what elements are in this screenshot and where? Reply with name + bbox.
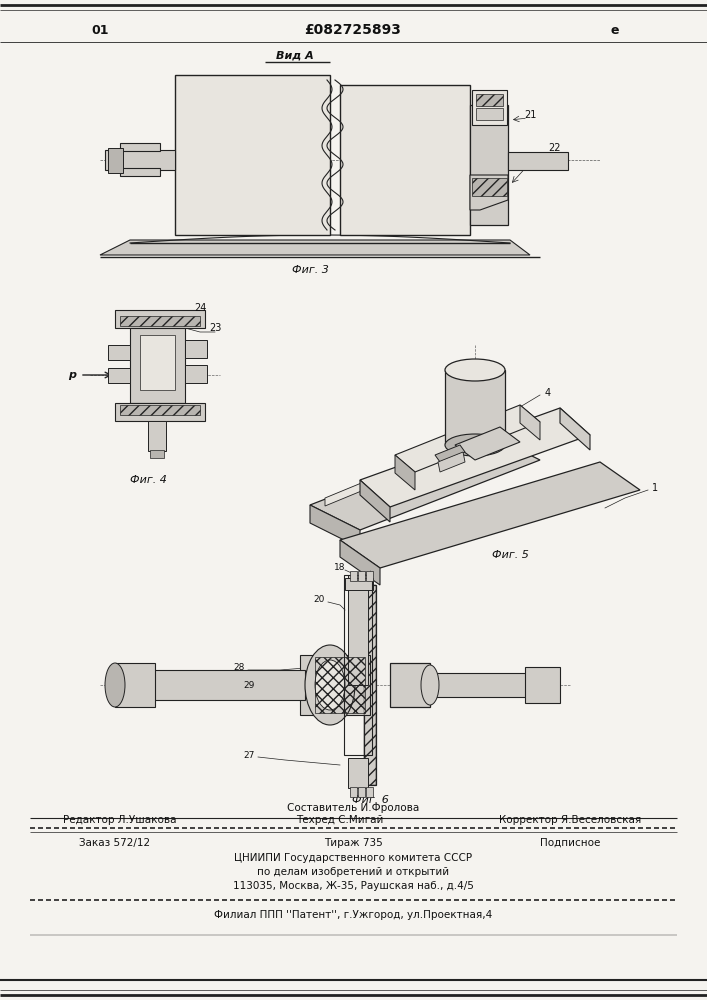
Polygon shape xyxy=(360,480,390,522)
Bar xyxy=(350,571,357,581)
Bar xyxy=(472,90,507,125)
Polygon shape xyxy=(100,240,530,255)
Ellipse shape xyxy=(421,665,439,705)
Bar xyxy=(148,421,166,451)
Polygon shape xyxy=(560,408,590,450)
Bar xyxy=(358,787,365,797)
Text: Фиг. 4: Фиг. 4 xyxy=(129,475,166,485)
Text: Заказ 572/12: Заказ 572/12 xyxy=(79,838,151,848)
Polygon shape xyxy=(340,462,640,568)
Bar xyxy=(108,368,130,383)
Polygon shape xyxy=(438,452,465,472)
Bar xyxy=(366,787,373,797)
Polygon shape xyxy=(310,435,540,530)
Polygon shape xyxy=(340,540,380,585)
Polygon shape xyxy=(395,455,415,490)
Bar xyxy=(105,150,175,170)
Bar xyxy=(300,655,370,715)
Ellipse shape xyxy=(305,645,355,725)
Text: Составитель И.Фролова: Составитель И.Фролова xyxy=(287,803,419,813)
Bar xyxy=(120,405,200,415)
Text: р: р xyxy=(68,370,76,380)
Bar xyxy=(140,335,175,390)
Bar xyxy=(348,758,368,788)
Bar xyxy=(185,365,207,383)
Text: Подписное: Подписное xyxy=(540,838,600,848)
Text: 29: 29 xyxy=(244,680,255,690)
Bar xyxy=(390,663,430,707)
Bar xyxy=(130,328,185,403)
Polygon shape xyxy=(395,405,540,472)
Text: 26: 26 xyxy=(406,457,418,467)
Bar xyxy=(185,340,207,358)
Bar xyxy=(364,585,376,785)
Bar xyxy=(348,575,368,685)
Ellipse shape xyxy=(315,660,345,710)
Bar xyxy=(344,575,372,755)
Text: Фиг. 5: Фиг. 5 xyxy=(491,550,528,560)
Bar xyxy=(120,316,200,326)
Text: 22: 22 xyxy=(549,143,561,153)
Text: Вид А: Вид А xyxy=(276,51,314,61)
Bar xyxy=(115,403,205,421)
Bar xyxy=(108,345,130,360)
Bar xyxy=(476,108,503,120)
Text: Техред С.Мигай: Техред С.Мигай xyxy=(296,815,384,825)
Text: Редактор Л.Ушакова: Редактор Л.Ушакова xyxy=(63,815,177,825)
Bar xyxy=(428,673,528,697)
Text: Фиг. 3: Фиг. 3 xyxy=(291,265,329,275)
Text: 20: 20 xyxy=(314,595,325,604)
Text: 28: 28 xyxy=(233,664,245,672)
Polygon shape xyxy=(435,445,465,462)
Text: 113035, Москва, Ж-35, Раушская наб., д.4/5: 113035, Москва, Ж-35, Раушская наб., д.4… xyxy=(233,881,474,891)
Bar xyxy=(120,168,160,176)
Bar xyxy=(340,85,470,235)
Bar xyxy=(175,75,330,235)
Bar xyxy=(472,178,507,196)
Text: 4: 4 xyxy=(545,388,551,398)
Text: Тираж 735: Тираж 735 xyxy=(324,838,382,848)
Bar xyxy=(150,450,164,458)
Ellipse shape xyxy=(445,434,505,456)
Bar xyxy=(476,94,503,106)
Text: ЦНИИПИ Государственного комитета СССР: ЦНИИПИ Государственного комитета СССР xyxy=(234,853,472,863)
Polygon shape xyxy=(360,408,590,507)
Bar xyxy=(525,667,560,703)
Text: Филиал ППП ''Патент'', г.Ужгород, ул.Проектная,4: Филиал ППП ''Патент'', г.Ужгород, ул.Про… xyxy=(214,910,492,920)
Polygon shape xyxy=(310,505,360,548)
Bar xyxy=(366,571,373,581)
Text: 23: 23 xyxy=(209,323,221,333)
Text: 24: 24 xyxy=(194,303,206,313)
Bar xyxy=(352,582,366,622)
Bar xyxy=(115,663,155,707)
Polygon shape xyxy=(455,427,520,460)
Text: по делам изобретений и открытий: по делам изобретений и открытий xyxy=(257,867,449,877)
Bar xyxy=(115,310,205,328)
Bar xyxy=(350,787,357,797)
Bar xyxy=(364,585,376,785)
Polygon shape xyxy=(470,175,508,210)
Text: 27: 27 xyxy=(244,750,255,760)
Bar xyxy=(108,148,123,173)
Text: 18: 18 xyxy=(334,564,345,572)
Ellipse shape xyxy=(105,663,125,707)
Text: e: e xyxy=(611,23,619,36)
Bar xyxy=(315,657,365,713)
Text: Корректор Я.Веселовская: Корректор Я.Веселовская xyxy=(499,815,641,825)
Text: £082725893: £082725893 xyxy=(305,23,402,37)
Bar xyxy=(130,670,305,700)
Ellipse shape xyxy=(445,359,505,381)
Bar xyxy=(470,105,508,225)
Polygon shape xyxy=(520,405,540,440)
Text: 01: 01 xyxy=(91,23,109,36)
Bar xyxy=(508,152,568,170)
Bar xyxy=(120,143,160,151)
Text: 21: 21 xyxy=(524,110,536,120)
Text: 1: 1 xyxy=(652,483,658,493)
Bar xyxy=(445,370,505,445)
Bar xyxy=(358,571,365,581)
Text: Фиг. 6: Фиг. 6 xyxy=(351,795,388,805)
Bar xyxy=(345,578,373,590)
Polygon shape xyxy=(325,430,490,506)
